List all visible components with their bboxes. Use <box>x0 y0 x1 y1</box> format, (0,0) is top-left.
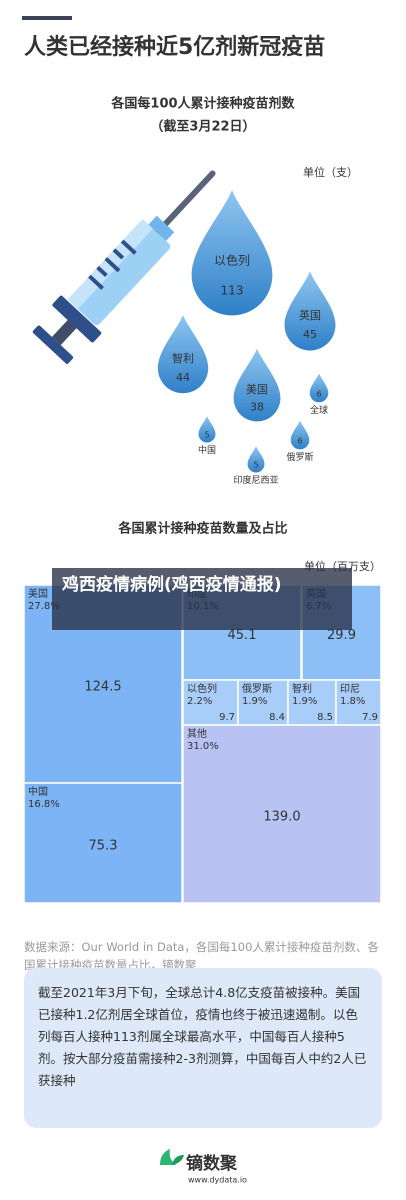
droplet-value: 113 <box>221 284 244 298</box>
treemap-cell <box>182 724 382 904</box>
header-bar <box>22 16 72 20</box>
droplet-value: 5 <box>253 461 258 470</box>
cell-share: 31.0% <box>187 741 219 752</box>
droplet <box>157 315 209 394</box>
note-box: 截至2021年3月下旬，全球总计4.8亿支疫苗被接种。美国已接种1.2亿剂居全球… <box>24 968 382 1128</box>
cell-value: 29.9 <box>327 628 356 643</box>
droplet-name: 以色列 <box>214 253 250 267</box>
cell-share: 1.8% <box>340 696 365 707</box>
treemap-cell <box>182 679 239 726</box>
droplet-value: 6 <box>297 437 302 446</box>
cell-value: 8.5 <box>317 712 333 723</box>
droplet-name: 美国 <box>246 383 268 396</box>
droplet <box>233 348 281 422</box>
droplet-name: 全球 <box>310 404 328 416</box>
cell-value: 75.3 <box>89 839 118 854</box>
cell-share: 1.9% <box>242 696 267 707</box>
droplet-value: 45 <box>303 328 317 341</box>
droplet-value: 44 <box>176 371 190 384</box>
cell-share: 2.2% <box>187 696 212 707</box>
droplet-name: 印度尼西亚 <box>233 474 278 486</box>
cell-name: 以色列 <box>187 682 217 695</box>
cell-value: 9.7 <box>219 712 235 723</box>
droplet <box>284 271 336 351</box>
cell-value: 8.4 <box>269 712 285 723</box>
treemap-cell <box>335 679 382 726</box>
brand: 镝数聚 <box>186 1153 238 1174</box>
cell-share: 27.8% <box>28 601 60 612</box>
droplet-name: 中国 <box>198 444 216 456</box>
droplet-name: 俄罗斯 <box>286 451 313 463</box>
cell-value: 45.1 <box>228 628 257 643</box>
cell-name: 智利 <box>292 682 312 695</box>
droplet <box>309 373 329 403</box>
cell-name: 美国 <box>28 587 48 600</box>
cell-name: 中国 <box>28 785 48 798</box>
cell-value: 124.5 <box>84 680 121 695</box>
overlay-title: 鸡西疫情病例(鸡西疫情通报) <box>52 568 352 630</box>
droplet-value: 5 <box>204 431 209 440</box>
droplet-name: 智利 <box>172 351 194 365</box>
logo-icon <box>160 1149 184 1165</box>
droplet <box>290 420 310 450</box>
droplet <box>198 416 216 443</box>
cell-name: 印尼 <box>340 683 360 695</box>
brand-url: www.dydata.io <box>188 1176 247 1185</box>
treemap-cell <box>287 679 337 726</box>
droplet-value: 38 <box>250 400 264 413</box>
cell-name: 其他 <box>187 727 207 740</box>
treemap-cell <box>23 782 183 904</box>
cell-value: 139.0 <box>263 810 300 825</box>
cell-value: 7.9 <box>362 712 378 723</box>
page-title: 人类已经接种近5亿剂新冠疫苗 <box>24 34 325 60</box>
chart-title: 各国每100人累计接种疫苗剂数 <box>110 96 295 112</box>
cell-share: 16.8% <box>28 799 60 810</box>
chart-subtitle: （截至3月22日） <box>150 119 255 135</box>
droplet-value: 6 <box>316 390 321 399</box>
chart-title: 各国累计接种疫苗数量及占比 <box>117 521 287 537</box>
cell-name: 俄罗斯 <box>242 682 272 695</box>
cell-share: 1.9% <box>292 696 317 707</box>
droplet <box>247 446 265 473</box>
unit-label: 单位（支） <box>303 165 358 179</box>
syringe-icon <box>32 170 216 364</box>
droplet-name: 英国 <box>299 308 321 322</box>
treemap-cell <box>237 679 289 726</box>
droplet <box>191 190 273 316</box>
